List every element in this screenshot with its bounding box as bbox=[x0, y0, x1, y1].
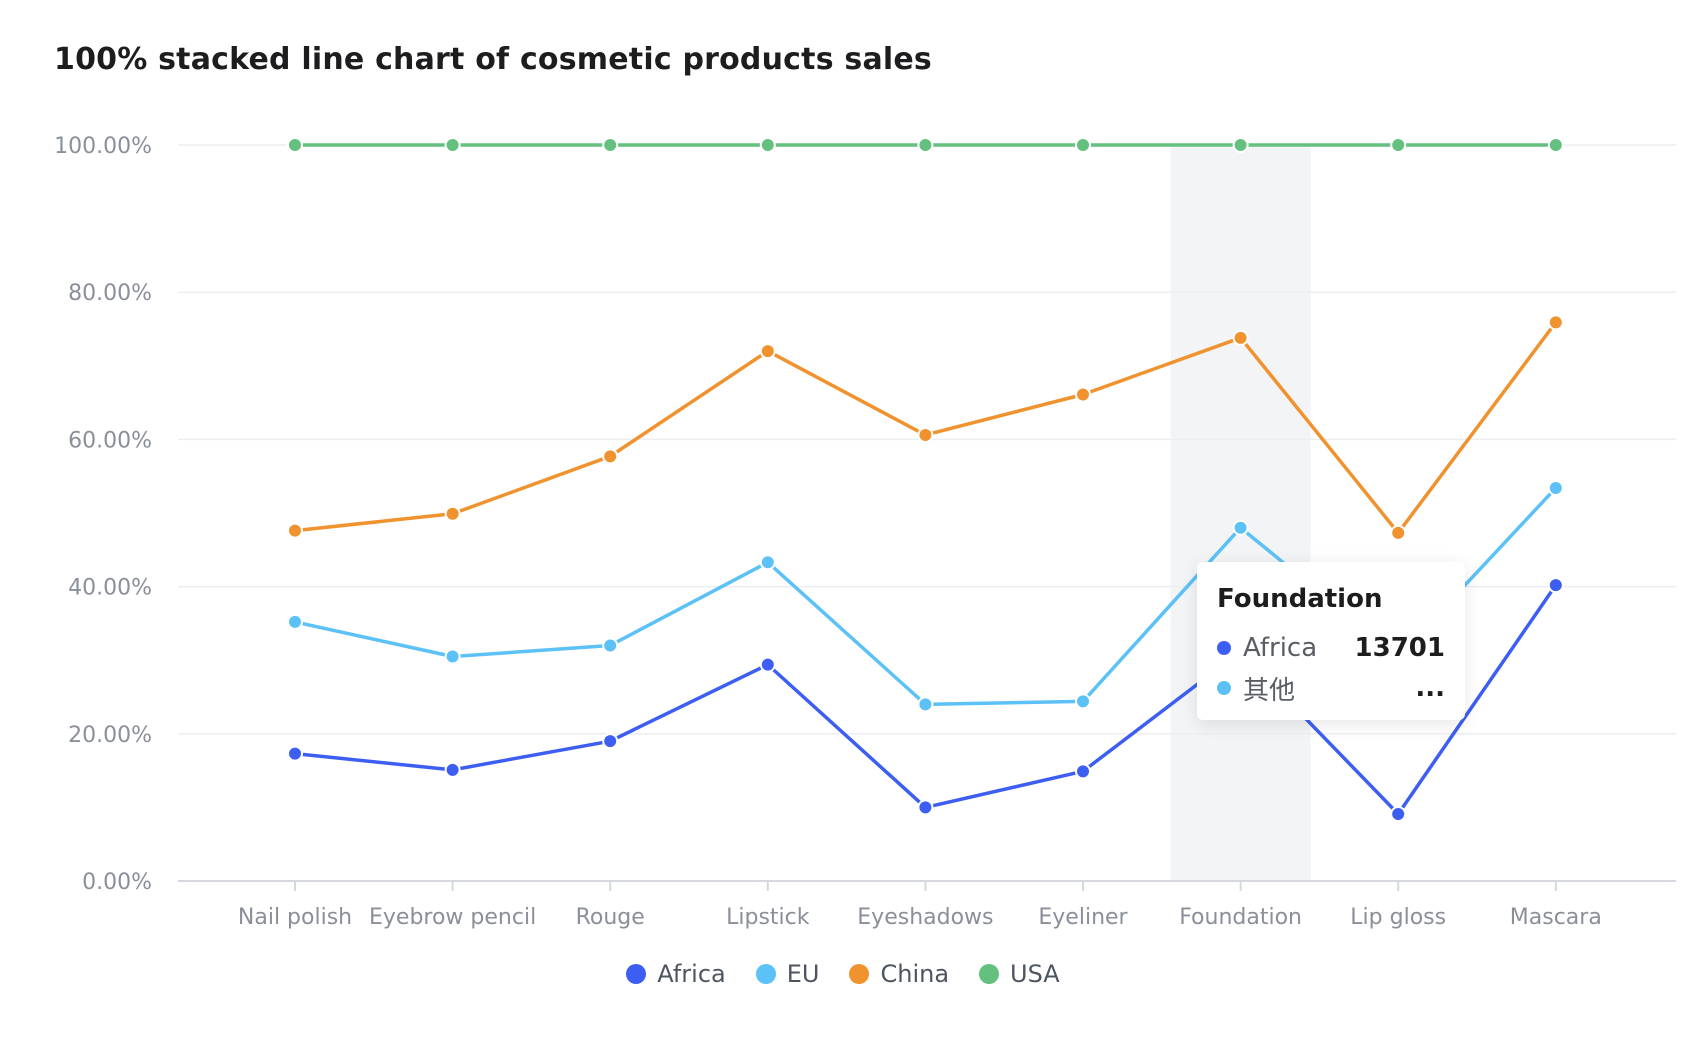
legend-dot bbox=[755, 964, 776, 984]
data-point-usa bbox=[287, 137, 303, 153]
data-point-usa bbox=[759, 137, 776, 153]
tooltip-row-label: Africa bbox=[1243, 633, 1318, 663]
data-point-africa bbox=[444, 761, 461, 778]
tooltip-title: Foundation bbox=[1217, 584, 1383, 614]
data-point-eu bbox=[602, 637, 619, 654]
data-point-china bbox=[602, 448, 619, 465]
x-tick-label: Lipstick bbox=[726, 905, 810, 930]
y-tick-label: 40.00% bbox=[68, 576, 152, 601]
tooltip-row-value: 13701 bbox=[1354, 633, 1445, 663]
data-point-eu bbox=[917, 696, 934, 713]
tooltip-row-dot bbox=[1217, 641, 1231, 655]
tooltip-row: 其他 ... bbox=[1217, 668, 1445, 708]
data-point-africa bbox=[1075, 763, 1091, 780]
data-point-africa bbox=[287, 745, 303, 762]
legend-dot bbox=[626, 964, 647, 984]
data-point-africa bbox=[759, 656, 776, 673]
data-point-usa bbox=[1390, 137, 1407, 153]
data-point-africa bbox=[917, 799, 934, 816]
data-point-eu bbox=[1547, 479, 1564, 496]
y-tick-label: 80.00% bbox=[68, 281, 152, 306]
legend-dot bbox=[849, 964, 870, 984]
legend-item-eu[interactable]: EU bbox=[755, 960, 820, 988]
y-tick-label: 20.00% bbox=[68, 723, 152, 748]
data-point-africa bbox=[1547, 577, 1564, 594]
data-point-china bbox=[1232, 329, 1249, 346]
data-point-eu bbox=[287, 613, 303, 630]
data-point-usa bbox=[444, 137, 461, 153]
data-point-china bbox=[287, 522, 303, 539]
data-point-china bbox=[1390, 524, 1407, 541]
x-tick-label: Mascara bbox=[1510, 905, 1602, 930]
legend-item-africa[interactable]: Africa bbox=[626, 960, 726, 988]
data-point-usa bbox=[602, 137, 619, 153]
data-point-africa bbox=[1390, 806, 1407, 823]
tooltip-row-dot bbox=[1217, 681, 1231, 695]
y-tick-label: 0.00% bbox=[82, 870, 152, 895]
x-tick-label: Eyebrow pencil bbox=[369, 905, 536, 930]
legend-item-china[interactable]: China bbox=[849, 960, 949, 988]
data-point-eu bbox=[1075, 693, 1091, 710]
chart-legend: Africa EU China USA bbox=[0, 960, 1686, 988]
data-point-africa bbox=[602, 733, 619, 750]
data-point-eu bbox=[759, 554, 776, 571]
x-tick-label: Rouge bbox=[576, 905, 645, 930]
data-point-china bbox=[1547, 314, 1564, 331]
data-point-usa bbox=[917, 137, 934, 153]
tooltip-row-value: ... bbox=[1415, 673, 1445, 703]
chart-title: 100% stacked line chart of cosmetic prod… bbox=[54, 42, 932, 77]
x-tick-label: Foundation bbox=[1179, 905, 1302, 930]
legend-label: EU bbox=[786, 960, 820, 988]
legend-label: Africa bbox=[657, 960, 726, 988]
data-point-usa bbox=[1075, 137, 1091, 153]
data-point-eu bbox=[444, 648, 461, 665]
legend-dot bbox=[979, 964, 1000, 984]
tooltip-row-label: 其他 bbox=[1243, 675, 1296, 706]
data-point-usa bbox=[1232, 137, 1249, 153]
legend-item-usa[interactable]: USA bbox=[979, 960, 1060, 988]
x-tick-label: Nail polish bbox=[238, 905, 352, 930]
legend-label: China bbox=[880, 960, 950, 988]
legend-label: USA bbox=[1010, 960, 1060, 988]
data-point-china bbox=[1075, 386, 1091, 403]
chart-tooltip: Foundation Africa 13701 其他 ... bbox=[1197, 562, 1465, 720]
y-tick-label: 60.00% bbox=[68, 428, 152, 453]
x-tick-label: Eyeshadows bbox=[857, 905, 993, 930]
x-tick-label: Lip gloss bbox=[1350, 905, 1446, 930]
y-tick-label: 100.00% bbox=[54, 134, 152, 159]
data-point-china bbox=[917, 426, 934, 443]
data-point-china bbox=[444, 505, 461, 522]
tooltip-row: Africa 13701 bbox=[1217, 628, 1445, 668]
x-tick-label: Eyeliner bbox=[1038, 905, 1128, 930]
hover-highlight-band bbox=[1170, 145, 1311, 881]
data-point-china bbox=[759, 343, 776, 360]
data-point-usa bbox=[1547, 137, 1564, 153]
data-point-eu bbox=[1232, 519, 1249, 536]
